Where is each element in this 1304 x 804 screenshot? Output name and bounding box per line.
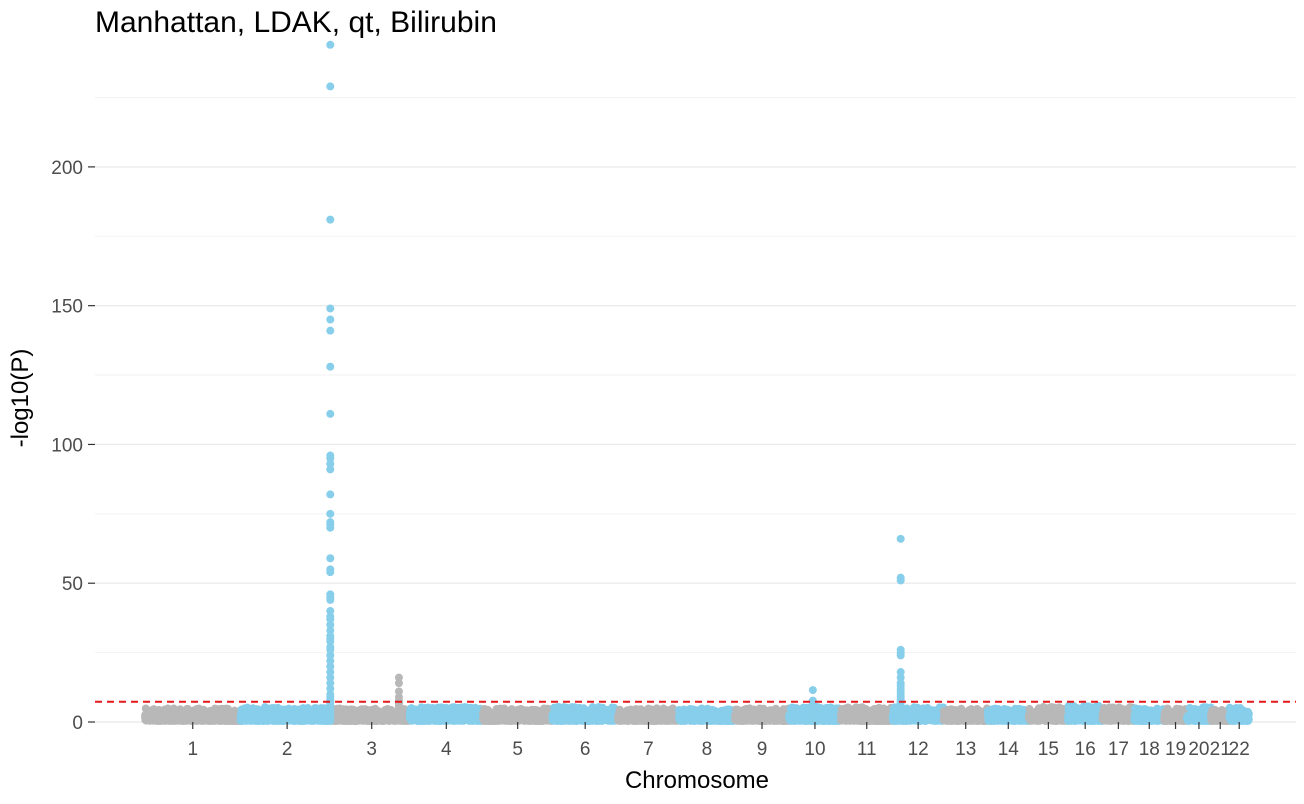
data-points	[141, 40, 1253, 725]
grid-lines	[95, 97, 1296, 723]
chart-title: Manhattan, LDAK, qt, Bilirubin	[95, 6, 497, 39]
